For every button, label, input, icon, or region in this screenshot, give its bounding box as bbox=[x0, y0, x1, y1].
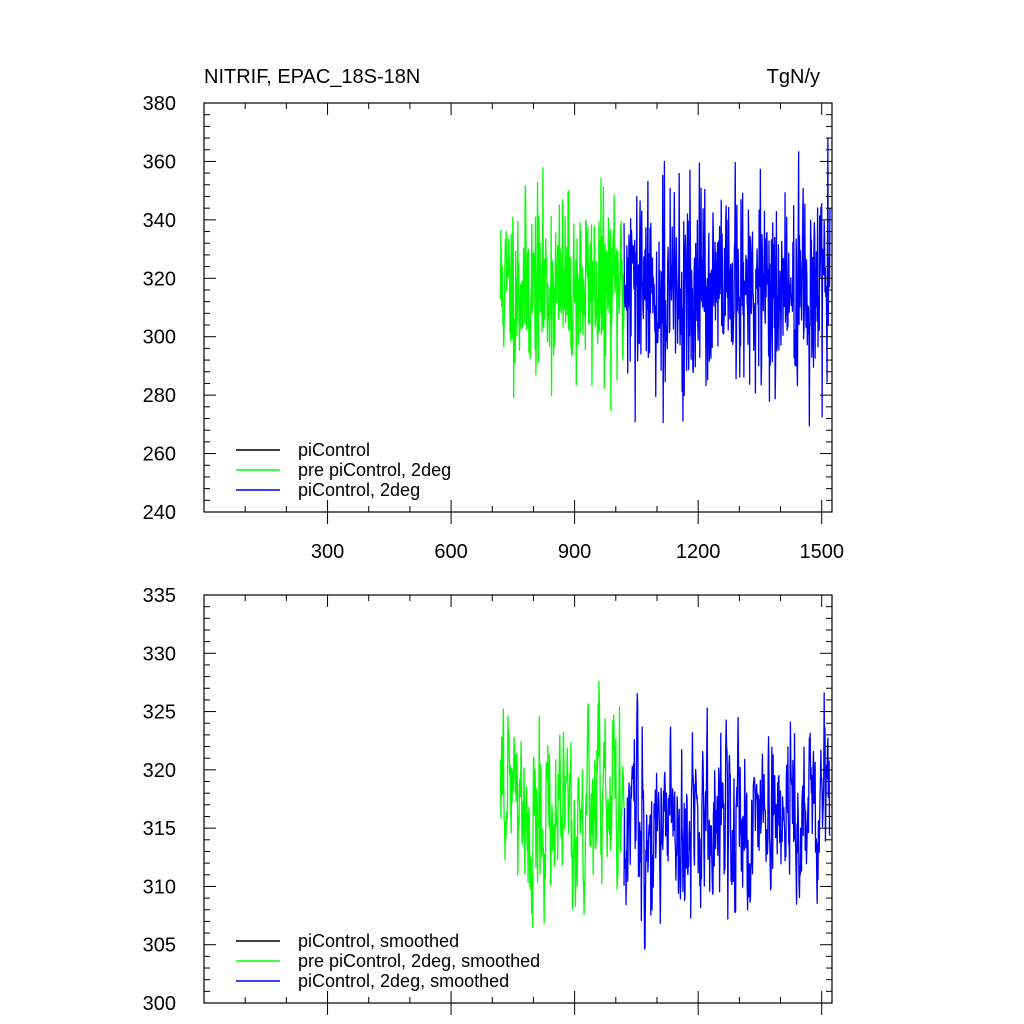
plot-area bbox=[499, 137, 831, 427]
y-tick-label: 315 bbox=[143, 818, 176, 840]
y-tick-label: 320 bbox=[143, 760, 176, 782]
series-line-picontrol-2deg bbox=[623, 137, 831, 427]
y-tick-label: 335 bbox=[143, 585, 176, 607]
y-tick-label: 240 bbox=[143, 502, 176, 524]
legend-label: piControl bbox=[298, 440, 370, 460]
y-tick-label: 325 bbox=[143, 702, 176, 724]
panel-smoothed: 300 305 310 315 320 325 330 335 piControl, smoo… bbox=[143, 585, 833, 1015]
plot-area bbox=[499, 680, 831, 950]
chart-title-left: NITRIF, EPAC_18S-18N bbox=[204, 66, 420, 88]
plot-frame bbox=[203, 594, 833, 1004]
y-tick-label: 305 bbox=[143, 935, 176, 957]
chart-units-label: TgN/y bbox=[767, 66, 820, 88]
legend-label: piControl, 2deg bbox=[298, 480, 420, 500]
plot-frame bbox=[203, 102, 833, 513]
y-tick-label: 380 bbox=[143, 93, 176, 115]
x-tick-label: 900 bbox=[558, 541, 591, 563]
series-line-pre-picontrol-2deg bbox=[499, 680, 625, 928]
x-tick-label: 1500 bbox=[799, 541, 844, 563]
legend-label: piControl, 2deg, smoothed bbox=[298, 971, 509, 991]
series-line-picontrol-2deg bbox=[623, 692, 831, 950]
axes: 240 260 280 300 320 340 360 380 300 600 900 1200 150… bbox=[143, 93, 844, 563]
x-tick-label: 300 bbox=[311, 541, 344, 563]
legend-label: pre piControl, 2deg, smoothed bbox=[298, 951, 540, 971]
y-tick-label: 360 bbox=[143, 151, 176, 173]
legend-label: pre piControl, 2deg bbox=[298, 460, 451, 480]
axes: 300 305 310 315 320 325 330 335 bbox=[143, 585, 833, 1015]
y-tick-label: 330 bbox=[143, 643, 176, 665]
y-tick-label: 340 bbox=[143, 210, 176, 232]
y-tick-label: 300 bbox=[143, 993, 176, 1015]
x-tick-label: 1200 bbox=[676, 541, 721, 563]
y-tick-label: 300 bbox=[143, 327, 176, 349]
panel-annual: 240 260 280 300 320 340 360 380 300 600 900 1200 150… bbox=[143, 93, 844, 563]
y-tick-label: 280 bbox=[143, 385, 176, 407]
x-tick-label: 600 bbox=[434, 541, 467, 563]
y-tick-label: 260 bbox=[143, 444, 176, 466]
y-tick-label: 320 bbox=[143, 268, 176, 290]
legend-label: piControl, smoothed bbox=[298, 931, 459, 951]
series-line-pre-picontrol-2deg bbox=[499, 166, 625, 412]
y-tick-label: 310 bbox=[143, 876, 176, 898]
